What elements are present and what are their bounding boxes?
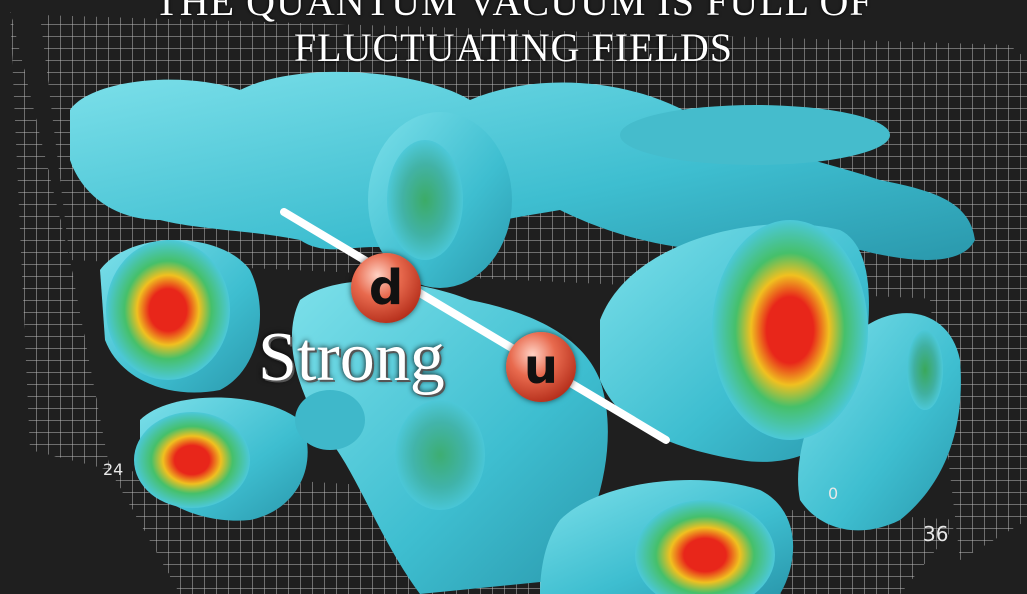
flux-string-line: [280, 208, 670, 444]
title-line-2: FLUCTUATING FIELDS: [293, 25, 734, 70]
surface-top-left: [70, 71, 975, 261]
strong-force-label: Strong: [258, 319, 445, 396]
axis-tick-right-bottom: 36: [923, 522, 949, 546]
hotspot-bottom: [635, 500, 775, 594]
axis-tick-front: 0: [828, 484, 839, 503]
quark-u-sphere: u: [506, 332, 576, 402]
title-line-1: THE QUANTUM VACUUM IS FULL OF: [154, 0, 873, 24]
surface-left-small: [295, 390, 365, 450]
hotspot-right: [712, 220, 868, 440]
hotspot-right-edge: [907, 330, 943, 410]
surface-top-right-disk: [620, 105, 890, 165]
hotspot-left-upper: [106, 240, 230, 380]
axis-tick-left: 24: [103, 460, 124, 479]
quark-d-sphere: d: [351, 253, 421, 323]
field-hotspots: [106, 220, 943, 594]
surface-upper-sphere-green: [387, 140, 463, 260]
grid-left-wall: [10, 10, 110, 470]
hotspot-left-lower: [134, 412, 250, 508]
surface-center-green: [395, 400, 485, 510]
